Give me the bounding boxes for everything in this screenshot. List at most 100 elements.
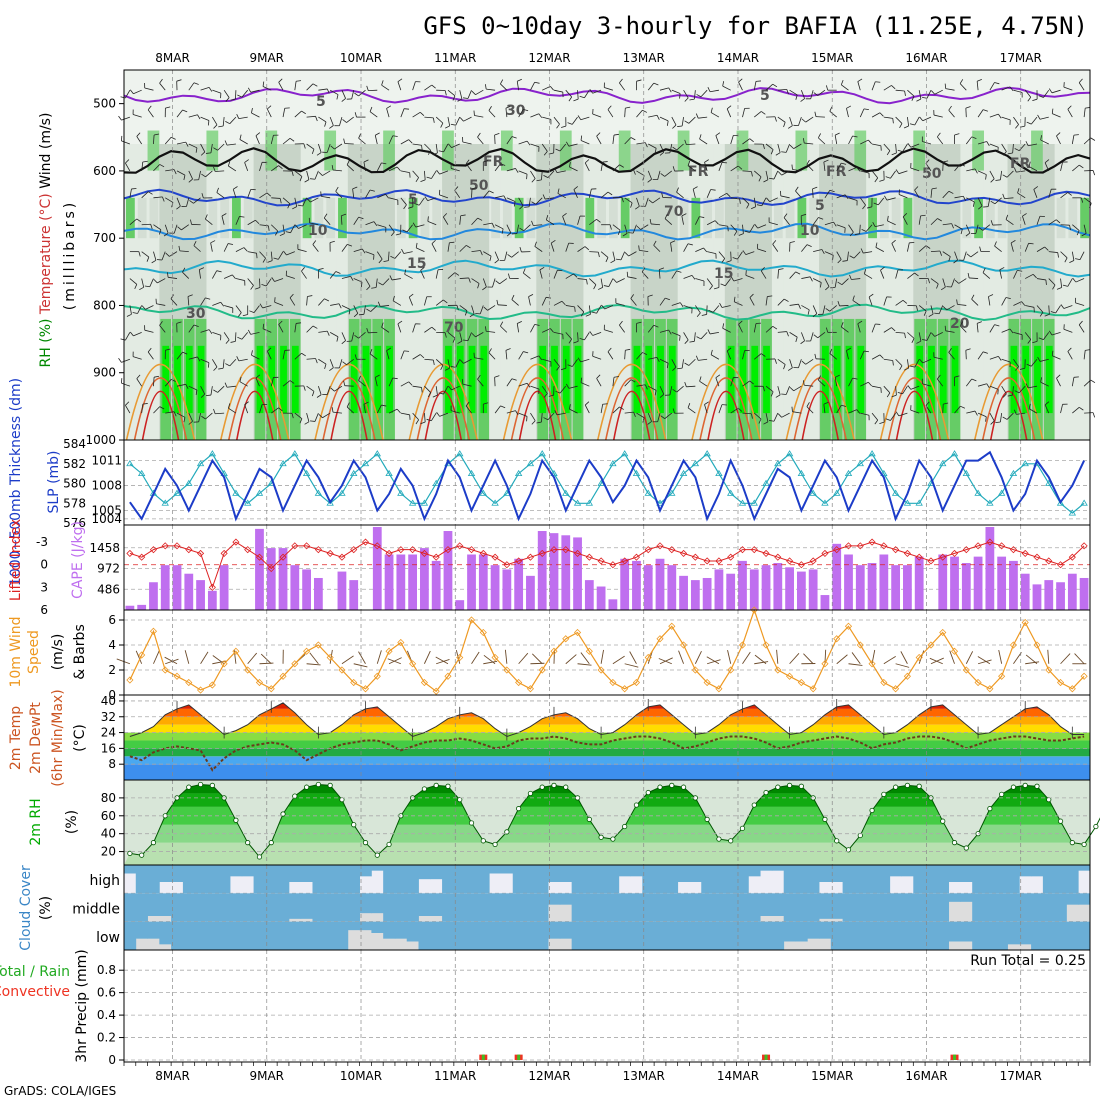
wind-barb <box>250 89 260 93</box>
wind-barb <box>239 139 248 145</box>
lifted-index-point <box>244 546 252 554</box>
wind-barb <box>577 215 581 225</box>
cloud-bar <box>489 921 502 950</box>
wind-barb <box>306 170 310 180</box>
wind-barb <box>895 269 899 279</box>
wind-barb <box>726 105 732 110</box>
rh-shade <box>280 345 287 414</box>
wind-barb <box>607 109 614 118</box>
wind-barb <box>1036 216 1041 225</box>
wind-barb <box>859 350 865 360</box>
wind-barb <box>424 143 432 151</box>
wind-barb <box>696 336 702 340</box>
wind-barb <box>181 224 190 231</box>
rh-shade <box>739 345 747 414</box>
cloud-bar <box>760 865 773 871</box>
wind-barb <box>597 287 603 290</box>
wind-barb <box>182 271 190 279</box>
wind-barb <box>672 146 678 151</box>
wind-barb <box>377 193 386 199</box>
wind-speed-point <box>833 635 841 643</box>
wind-barb <box>451 143 460 149</box>
wind-barb <box>953 259 958 264</box>
wind-barb <box>477 217 483 221</box>
wind-barb <box>164 224 169 234</box>
wind-barb <box>1013 301 1022 306</box>
rh-shade <box>691 197 701 239</box>
cloud-bar <box>701 921 714 950</box>
wind-barb <box>625 106 631 109</box>
wind-barb <box>612 655 625 665</box>
cloud-bar <box>748 921 761 950</box>
wind-barb <box>596 305 602 314</box>
cloud-bar <box>830 893 844 919</box>
thickness-point <box>385 469 393 477</box>
wind-barb <box>306 296 308 306</box>
wind-barb <box>836 224 846 229</box>
wind-barb <box>299 176 303 182</box>
wind-barb <box>1028 403 1031 409</box>
temp-band <box>124 732 1090 741</box>
lifted-index-point <box>220 549 228 557</box>
wind-barb <box>871 412 879 421</box>
wind-barb <box>435 358 444 366</box>
wind-barb <box>282 138 291 145</box>
wind-barb <box>836 194 846 199</box>
wind-barb <box>141 305 146 310</box>
wind-barb <box>939 250 942 256</box>
wind-barb <box>783 364 786 370</box>
precip-bar <box>953 1054 957 1060</box>
cloud-bar <box>206 865 219 894</box>
wind-barb <box>212 331 221 336</box>
rh-shade <box>489 144 502 440</box>
cape-bar <box>785 567 794 610</box>
wind-barb <box>435 143 438 153</box>
wind-barb <box>341 213 347 217</box>
wind-barb <box>346 358 354 366</box>
wind-speed-point <box>892 685 900 693</box>
temperature-contour <box>219 363 290 441</box>
wind-barb <box>543 151 548 156</box>
cloud-bar <box>489 865 502 874</box>
thickness-point <box>597 479 605 486</box>
run-total: Run Total = 0.25 <box>970 953 1086 969</box>
wind-barb <box>255 374 261 379</box>
cloud-bar <box>1042 865 1056 894</box>
wind-barb <box>273 257 279 260</box>
wind-barb <box>447 117 451 127</box>
wind-barb <box>730 165 739 172</box>
wind-barb <box>412 143 422 146</box>
wind-barb <box>671 331 681 337</box>
cloud-bar <box>300 865 313 882</box>
wind-barb <box>447 272 456 279</box>
cloud-bar <box>783 893 796 922</box>
wind-barb <box>1025 141 1029 146</box>
wind-barb <box>1031 359 1038 367</box>
wind-barb <box>186 197 190 207</box>
wind-barb <box>860 170 870 174</box>
wind-barb <box>542 86 551 91</box>
contour-label: FR <box>1010 156 1031 172</box>
wind-barb <box>483 660 498 665</box>
rh-shade <box>1056 197 1066 239</box>
wind-barb <box>408 206 414 209</box>
wind-barb <box>653 324 659 328</box>
wind-barb <box>412 385 422 388</box>
wind-barb <box>317 386 322 395</box>
rh-point <box>916 783 922 789</box>
cloud-bar <box>842 893 855 922</box>
wind-barb <box>200 143 206 153</box>
wind-barb <box>937 132 941 138</box>
wind-barb <box>914 359 920 368</box>
wind-speed-point <box>197 686 205 694</box>
wind-barb <box>266 192 272 197</box>
wind-barb <box>801 276 811 279</box>
wind-barb <box>376 251 383 260</box>
wind-barb <box>868 381 872 387</box>
cloud-bar <box>736 893 749 922</box>
wind-barb <box>724 278 732 286</box>
panel-ylabel: SLP (mb) <box>46 450 62 513</box>
wind-barb <box>817 332 826 339</box>
wind-barb <box>504 251 508 261</box>
